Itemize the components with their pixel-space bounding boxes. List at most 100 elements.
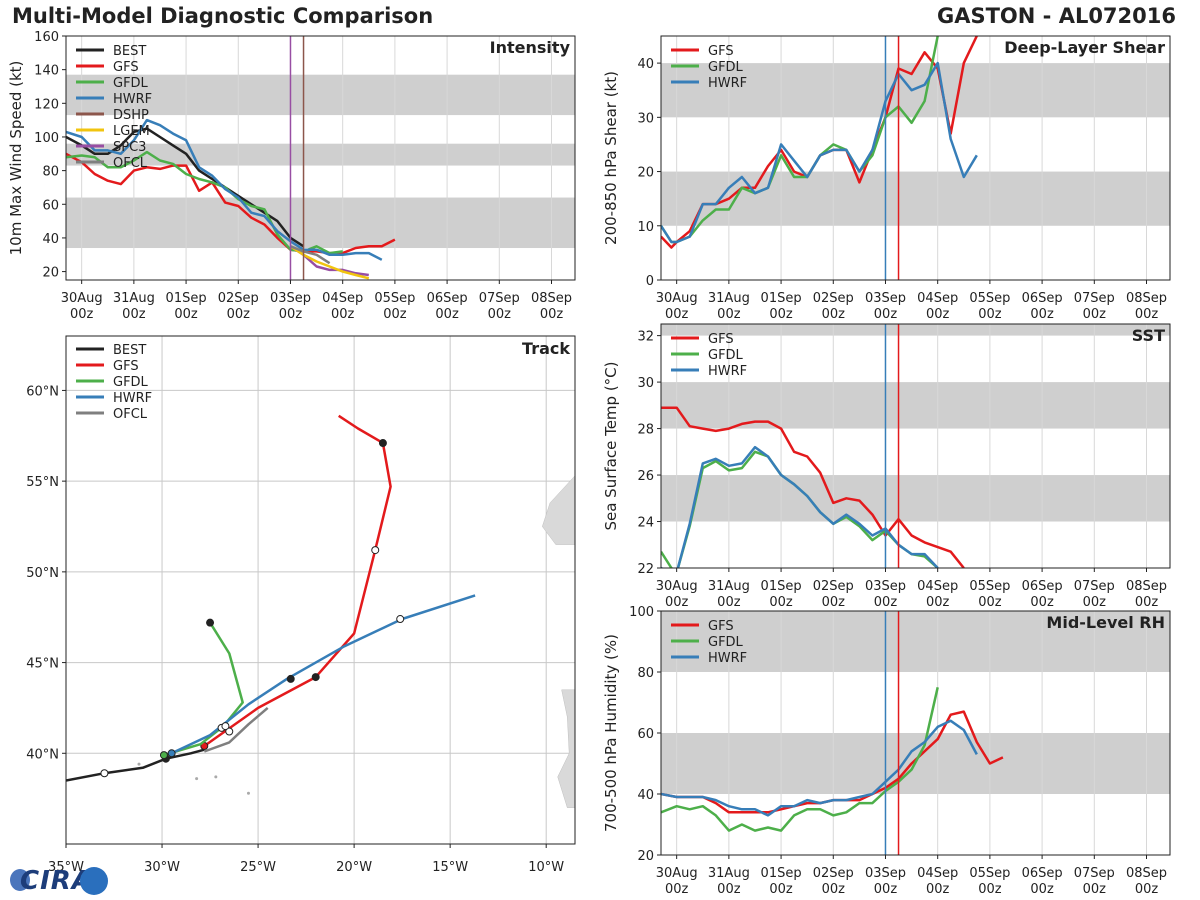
shear-ylabel: 200-850 hPa Shear (kt) <box>602 71 620 245</box>
rh-legend-label-hwrf: HWRF <box>708 651 747 666</box>
intensity-legend-label-dshp: DSHP <box>113 108 149 123</box>
sst-title: SST <box>1132 326 1165 345</box>
shear-xtick-label2: 00z <box>978 307 1002 322</box>
track-marker-gfs <box>378 439 387 448</box>
rh-xtick-label: 02Sep <box>813 866 854 881</box>
intensity-xtick-label2: 00z <box>540 307 564 322</box>
intensity-xtick-label2: 00z <box>435 307 459 322</box>
track-legend-label-best: BEST <box>113 343 146 358</box>
rh-series-gfdl <box>661 687 939 832</box>
sst-ytick-label: 24 <box>637 516 654 531</box>
rh-ytick-label: 20 <box>637 849 654 864</box>
intensity-xtick-label: 04Sep <box>322 291 363 306</box>
shear-xtick-label2: 00z <box>1135 307 1159 322</box>
rh-xtick-label: 08Sep <box>1126 866 1167 881</box>
intensity-legend-label-lgem: LGEM <box>113 124 150 139</box>
rh-xtick-label: 30Aug <box>656 866 698 881</box>
track-frame <box>65 335 576 845</box>
intensity-legend-label-gfdl: GFDL <box>113 76 149 91</box>
intensity-legend-label-best: BEST <box>113 44 146 59</box>
sst-xtick-label2: 00z <box>1083 595 1107 610</box>
sst-frame <box>660 323 1171 569</box>
sst-xtick-label: 03Sep <box>865 579 906 594</box>
track-marker-ofcl <box>221 722 230 731</box>
rh-xtick-label2: 00z <box>1135 882 1159 897</box>
shear-xtick-label2: 00z <box>1083 307 1107 322</box>
shear-xtick-label: 02Sep <box>813 291 854 306</box>
intensity-xtick-label: 30Aug <box>61 291 103 306</box>
intensity-xtick-label2: 00z <box>488 307 512 322</box>
shear-plot <box>661 36 1170 280</box>
intensity-xtick-label2: 00z <box>70 307 94 322</box>
sst-plot <box>661 324 1170 568</box>
sst-xtick-label2: 00z <box>769 595 793 610</box>
rh-ytick-label: 80 <box>637 666 654 681</box>
sst-xtick-label: 06Sep <box>1022 579 1063 594</box>
sst-xtick-label: 04Sep <box>917 579 958 594</box>
track-xtick-label: 35°W <box>48 860 84 875</box>
intensity-xtick-label2: 00z <box>174 307 198 322</box>
intensity-ylabel: 10m Max Wind Speed (kt) <box>7 61 25 256</box>
sst-legend-label-gfs: GFS <box>708 332 734 347</box>
track-xtick-label: 30°W <box>144 860 180 875</box>
track-legend-label-ofcl: OFCL <box>113 407 148 422</box>
sst-xtick-label2: 00z <box>874 595 898 610</box>
shear-xtick-label: 31Aug <box>708 291 750 306</box>
rh-xtick-label: 04Sep <box>917 866 958 881</box>
shear-title: Deep-Layer Shear <box>1004 38 1165 57</box>
intensity-xtick-label2: 00z <box>227 307 251 322</box>
rh-xtick-label: 05Sep <box>969 866 1010 881</box>
sst-xtick-label: 08Sep <box>1126 579 1167 594</box>
shear-band <box>661 63 1170 118</box>
track-plot <box>66 336 575 844</box>
track-marker-hwrf <box>167 749 176 758</box>
rh-xtick-label2: 00z <box>822 882 846 897</box>
shear-xtick-label2: 00z <box>822 307 846 322</box>
rh-plot <box>661 611 1170 855</box>
sst-ytick-label: 30 <box>637 376 654 391</box>
shear-xtick-label: 04Sep <box>917 291 958 306</box>
shear-xtick-label2: 00z <box>874 307 898 322</box>
shear-xtick-label: 01Sep <box>761 291 802 306</box>
intensity-frame <box>65 35 576 281</box>
intensity-xtick-label: 08Sep <box>531 291 572 306</box>
shear-xtick-label2: 00z <box>665 307 689 322</box>
intensity-xtick-label: 07Sep <box>479 291 520 306</box>
island-marker <box>246 791 250 795</box>
sst-xtick-label: 02Sep <box>813 579 854 594</box>
rh-xtick-label2: 00z <box>926 882 950 897</box>
track-series-hwrf <box>171 594 476 755</box>
sst-band <box>661 382 1170 429</box>
rh-xtick-label2: 00z <box>874 882 898 897</box>
intensity-ytick-label: 160 <box>34 30 59 45</box>
island-marker <box>195 777 199 781</box>
track-xtick-label: 25°W <box>240 860 276 875</box>
intensity-xtick-label: 03Sep <box>270 291 311 306</box>
shear-legend-label-hwrf: HWRF <box>708 76 747 91</box>
shear-xtick-label: 08Sep <box>1126 291 1167 306</box>
rh-xtick-label2: 00z <box>665 882 689 897</box>
intensity-ytick-label: 120 <box>34 97 59 112</box>
shear-xtick-label2: 00z <box>717 307 741 322</box>
intensity-xtick-label2: 00z <box>331 307 355 322</box>
intensity-ytick-label: 80 <box>42 165 59 180</box>
rh-legend-label-gfs: GFS <box>708 619 734 634</box>
track-legend-label-hwrf: HWRF <box>113 391 152 406</box>
track-legend-label-gfs: GFS <box>113 359 139 374</box>
rh-legend-label-gfdl: GFDL <box>708 635 744 650</box>
track-series-gfs <box>203 414 392 748</box>
track-ytick-label: 45°N <box>26 657 59 672</box>
sst-band <box>661 324 1170 336</box>
intensity-band <box>66 197 575 249</box>
intensity-xtick-label2: 00z <box>383 307 407 322</box>
shear-xtick-label2: 00z <box>1030 307 1054 322</box>
land-shape <box>557 689 575 808</box>
page-title: Multi-Model Diagnostic Comparison <box>12 4 434 28</box>
sst-series-hwrf <box>661 445 939 568</box>
shear-ytick-label: 40 <box>637 57 654 72</box>
sst-xtick-label2: 00z <box>978 595 1002 610</box>
shear-ytick-label: 0 <box>646 274 654 289</box>
rh-xtick-label: 01Sep <box>761 866 802 881</box>
sst-ytick-label: 28 <box>637 423 654 438</box>
